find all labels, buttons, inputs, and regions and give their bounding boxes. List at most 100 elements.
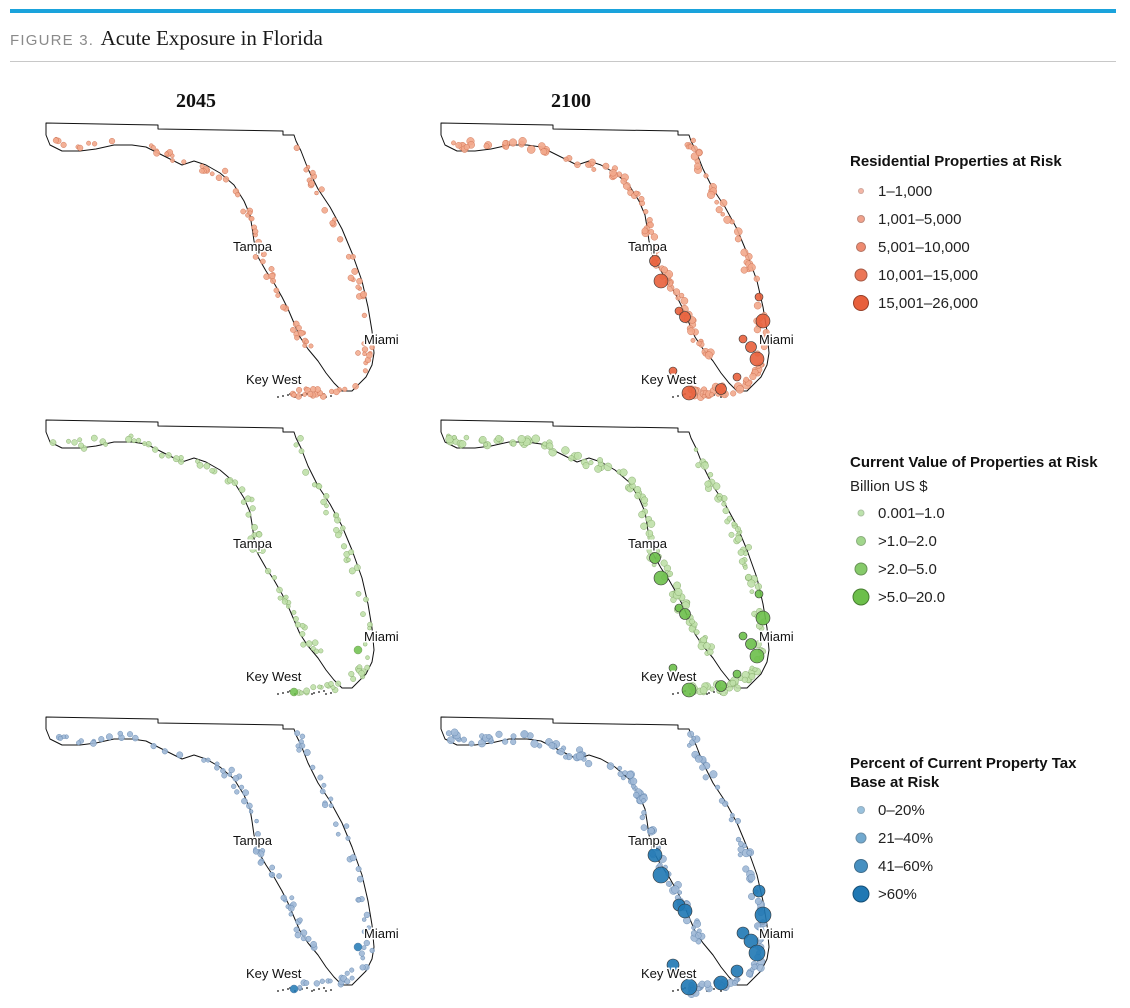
exposure-marker — [563, 156, 569, 162]
exposure-marker — [310, 764, 316, 771]
exposure-marker — [759, 927, 765, 933]
exposure-marker — [588, 460, 594, 466]
exposure-marker — [346, 557, 351, 563]
exposure-marker — [546, 442, 554, 450]
exposure-marker — [227, 772, 233, 777]
city-label-miami: Miami — [364, 926, 399, 941]
exposure-marker — [299, 733, 306, 740]
exposure-marker — [327, 978, 333, 984]
exposure-marker — [510, 733, 517, 740]
exposure-marker — [293, 926, 300, 933]
exposure-marker — [300, 641, 307, 648]
exposure-marker — [695, 755, 703, 763]
exposure-marker — [297, 917, 303, 923]
florida-keys-island — [313, 989, 315, 991]
exposure-marker — [693, 447, 699, 452]
exposure-marker — [76, 740, 81, 746]
exposure-marker — [634, 492, 642, 500]
exposure-marker — [707, 472, 714, 478]
exposure-marker — [349, 854, 357, 862]
exposure-marker — [707, 648, 714, 656]
exposure-marker-large — [677, 903, 693, 919]
legend-label: 41–60% — [878, 857, 934, 875]
exposure-marker — [508, 138, 517, 147]
exposure-marker — [254, 831, 261, 837]
exposure-marker — [526, 145, 536, 154]
exposure-marker — [640, 522, 648, 530]
exposure-marker-large — [738, 334, 748, 344]
exposure-marker — [742, 865, 750, 873]
exposure-marker — [530, 739, 539, 748]
exposure-marker — [249, 245, 255, 251]
exposure-marker — [333, 526, 340, 534]
exposure-marker — [303, 980, 310, 986]
exposure-marker — [737, 549, 745, 556]
exposure-marker — [287, 905, 295, 912]
exposure-marker — [735, 836, 742, 843]
exposure-marker — [221, 772, 228, 779]
exposure-marker — [561, 446, 570, 455]
exposure-marker — [245, 511, 252, 518]
florida-keys-island — [313, 692, 315, 694]
legend-label: 0.001–1.0 — [878, 504, 945, 522]
exposure-marker — [103, 441, 108, 447]
legend-item: 15,001–26,000 — [850, 289, 1100, 317]
florida-keys-island — [677, 692, 679, 694]
exposure-marker — [199, 168, 205, 174]
legend-label: 21–40% — [878, 829, 934, 847]
exposure-marker — [691, 145, 698, 152]
exposure-marker — [639, 814, 646, 821]
exposure-marker — [288, 912, 294, 917]
exposure-marker — [71, 439, 78, 446]
exposure-marker — [657, 862, 663, 868]
exposure-marker-large — [745, 341, 757, 353]
exposure-marker — [747, 263, 756, 272]
figure-name: Acute Exposure in Florida — [100, 26, 323, 50]
exposure-marker — [502, 140, 508, 146]
exposure-marker — [302, 392, 307, 397]
exposure-marker — [353, 564, 361, 572]
exposure-marker — [300, 929, 308, 937]
exposure-marker — [369, 947, 375, 954]
exposure-marker — [693, 920, 702, 928]
exposure-marker — [361, 341, 367, 347]
exposure-marker — [703, 642, 711, 650]
exposure-marker — [322, 801, 329, 809]
exposure-marker — [709, 770, 718, 779]
exposure-marker — [495, 730, 503, 738]
exposure-marker — [66, 438, 71, 444]
exposure-marker — [318, 648, 324, 654]
exposure-marker — [531, 434, 541, 443]
exposure-marker — [298, 690, 304, 696]
florida-keys-island — [330, 692, 332, 694]
exposure-marker — [718, 797, 725, 804]
exposure-marker-large — [668, 663, 678, 673]
exposure-marker — [333, 388, 340, 396]
exposure-marker — [303, 167, 309, 173]
exposure-marker — [312, 482, 318, 488]
exposure-marker — [687, 730, 695, 738]
exposure-marker — [276, 586, 283, 594]
exposure-marker — [640, 496, 649, 504]
exposure-marker — [451, 434, 457, 440]
exposure-marker — [643, 209, 649, 215]
exposure-marker — [318, 186, 325, 193]
exposure-marker — [342, 386, 348, 392]
exposure-marker — [136, 437, 142, 443]
exposure-marker — [691, 736, 696, 741]
exposure-marker — [296, 747, 302, 753]
exposure-marker — [302, 343, 308, 348]
exposure-marker — [328, 803, 334, 808]
exposure-marker — [220, 768, 226, 774]
exposure-marker — [251, 839, 257, 845]
exposure-marker — [633, 791, 640, 799]
exposure-marker — [231, 783, 237, 790]
city-label-tampa: Tampa — [628, 536, 668, 551]
exposure-marker — [235, 192, 241, 198]
exposure-marker — [740, 266, 748, 274]
exposure-marker — [629, 777, 638, 786]
exposure-marker — [239, 784, 245, 790]
top-accent-bar — [10, 9, 1116, 13]
exposure-marker — [660, 266, 668, 274]
